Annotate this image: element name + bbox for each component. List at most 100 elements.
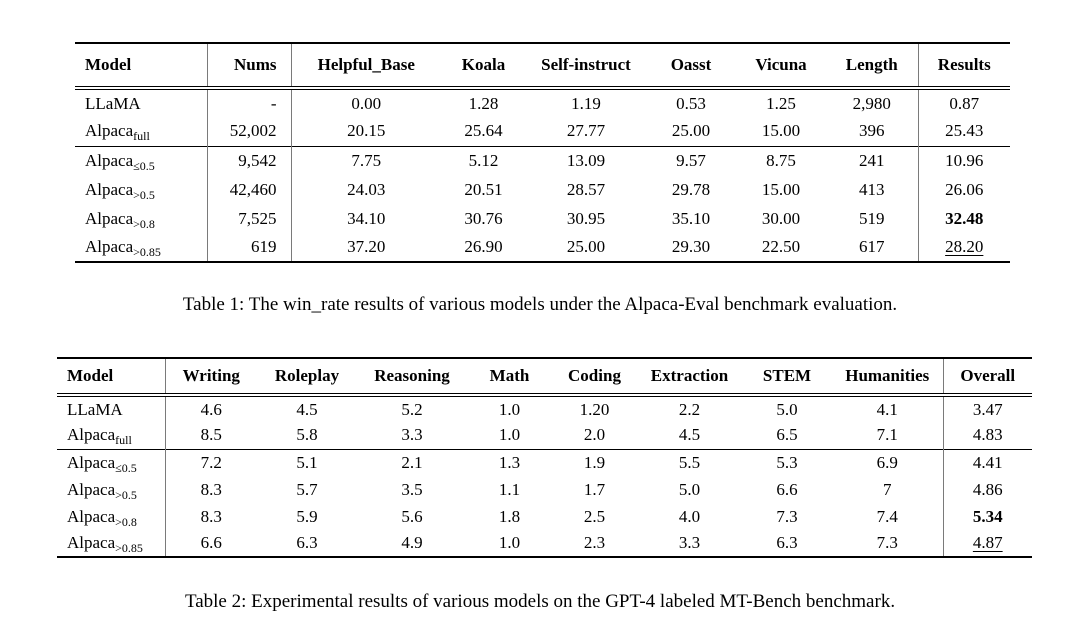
- model-subscript: full: [133, 129, 150, 144]
- best-result-cell: 5.34: [972, 506, 1003, 526]
- col-header-self-instruct: Self-instruct: [526, 43, 646, 90]
- data-cell: 20.15: [347, 121, 386, 141]
- model-base: Alpaca: [85, 179, 134, 199]
- data-cell: -: [207, 88, 292, 117]
- data-cell: 7: [832, 476, 944, 503]
- col-header-stem: STEM: [742, 358, 832, 397]
- data-cell: 1.0: [498, 399, 521, 419]
- data-cell: 3.3: [678, 533, 701, 552]
- model-subscript: >0.85: [115, 541, 143, 555]
- table-row: Alpaca>0.5 42,460 24.03 20.51 28.57 29.7…: [75, 175, 1010, 204]
- data-cell: 26.90: [464, 237, 503, 256]
- data-cell: 1.8: [498, 506, 521, 526]
- data-cell: 1.7: [583, 479, 606, 499]
- model-subscript: >0.85: [133, 245, 161, 259]
- data-cell: 1.20: [579, 399, 610, 419]
- data-cell: 0.87: [949, 93, 980, 113]
- table-row: Alpaca>0.85 6.6 6.3 4.9 1.0 2.3 3.3 6.3 …: [57, 530, 1032, 557]
- model-name: LLaMA: [75, 88, 208, 117]
- data-cell: 20.51: [464, 179, 503, 199]
- data-cell: 5.3: [742, 448, 832, 476]
- data-cell: 0.00: [351, 93, 382, 113]
- data-cell: 24.03: [347, 179, 386, 199]
- model-base: Alpaca: [85, 150, 134, 170]
- data-cell: 28.57: [566, 179, 606, 199]
- col-header-length: Length: [826, 43, 919, 90]
- data-cell: 52,002: [207, 117, 292, 146]
- model-name: Alpacafull: [75, 117, 208, 146]
- data-cell: 4.0: [678, 506, 701, 526]
- col-header-nums: Nums: [207, 43, 292, 90]
- data-cell: 2.0: [583, 425, 606, 445]
- data-cell: 8.5: [200, 425, 222, 445]
- data-cell: 7.3: [776, 506, 798, 526]
- model-name: Alpaca≤0.5: [75, 145, 208, 175]
- model-base: Alpaca: [67, 506, 116, 526]
- data-cell: 5.2: [401, 399, 423, 419]
- data-cell: 241: [826, 145, 919, 175]
- model-name: Alpaca>0.8: [57, 503, 166, 530]
- model-subscript: >0.5: [115, 487, 137, 502]
- data-cell: 7.3: [832, 530, 944, 557]
- data-cell: 37.20: [347, 237, 386, 256]
- data-cell: 4.41: [943, 448, 1032, 476]
- data-cell: 619: [207, 233, 292, 262]
- col-header-coding: Coding: [552, 358, 637, 397]
- data-cell: 6.3: [776, 533, 798, 552]
- model-name: Alpaca>0.85: [57, 530, 166, 557]
- data-cell: 29.78: [671, 179, 711, 199]
- col-header-vicuna: Vicuna: [736, 43, 826, 90]
- table-row: Alpacafull 52,002 20.15 25.64 27.77 25.0…: [75, 117, 1010, 146]
- data-cell: 26.06: [945, 179, 984, 199]
- data-cell: 4.5: [678, 425, 701, 445]
- col-header-helpful-base: Helpful_Base: [291, 43, 441, 90]
- data-cell: 1.9: [552, 448, 637, 476]
- model-name: Alpaca>0.8: [75, 204, 208, 233]
- table-2-caption: Table 2: Experimental results of various…: [184, 591, 896, 612]
- data-cell: 25.43: [945, 121, 984, 141]
- model-base: Alpaca: [67, 425, 116, 445]
- data-cell: 396: [826, 117, 919, 146]
- data-cell: 30.95: [566, 208, 606, 228]
- data-cell: 8.3: [200, 479, 222, 499]
- table-row: Alpaca>0.5 8.3 5.7 3.5 1.1 1.7 5.0 6.6 7…: [57, 476, 1032, 503]
- data-cell: 4.83: [972, 425, 1003, 445]
- model-subscript: ≤0.5: [133, 158, 155, 173]
- model-base: LLaMA: [67, 399, 123, 419]
- model-base: Alpaca: [67, 452, 116, 472]
- data-cell: 15.00: [761, 121, 801, 141]
- col-header-oasst: Oasst: [646, 43, 736, 90]
- data-cell: 2.2: [678, 399, 701, 419]
- data-cell: 3.47: [972, 399, 1003, 419]
- data-cell: 1.0: [498, 425, 521, 445]
- header-row: Model Nums Helpful_Base Koala Self-instr…: [75, 43, 1010, 90]
- data-cell: 5.1: [257, 448, 357, 476]
- col-header-humanities: Humanities: [832, 358, 944, 397]
- col-header-results: Results: [918, 43, 1010, 90]
- table-row: Alpaca>0.85 619 37.20 26.90 25.00 29.30 …: [75, 233, 1010, 262]
- data-cell: 13.09: [526, 145, 646, 175]
- second-best-result-cell: 4.87: [972, 533, 1003, 552]
- model-name: Alpacafull: [57, 422, 166, 449]
- data-cell: 4.86: [972, 479, 1003, 499]
- data-cell: 6.6: [776, 479, 798, 499]
- data-cell: 8.3: [200, 506, 222, 526]
- data-cell: 7,525: [207, 204, 292, 233]
- data-cell: 7.4: [832, 503, 944, 530]
- data-cell: 2.3: [583, 533, 606, 552]
- data-cell: 10.96: [918, 145, 1010, 175]
- data-cell: 5.6: [401, 506, 423, 526]
- data-cell: 5.12: [441, 145, 526, 175]
- data-cell: 9.57: [646, 145, 736, 175]
- model-subscript: >0.8: [133, 216, 155, 231]
- table-row: Alpaca≤0.5 9,542 7.75 5.12 13.09 9.57 8.…: [75, 145, 1010, 175]
- data-cell: 9,542: [207, 145, 292, 175]
- table-row: LLaMA - 0.00 1.28 1.19 0.53 1.25 2,980 0…: [75, 88, 1010, 117]
- model-base: Alpaca: [67, 533, 116, 552]
- model-name: Alpaca>0.5: [75, 175, 208, 204]
- model-name: Alpaca≤0.5: [57, 448, 166, 476]
- model-subscript: ≤0.5: [115, 460, 137, 475]
- data-cell: 35.10: [671, 208, 711, 228]
- data-cell: 25.00: [566, 237, 606, 256]
- col-header-math: Math: [467, 358, 552, 397]
